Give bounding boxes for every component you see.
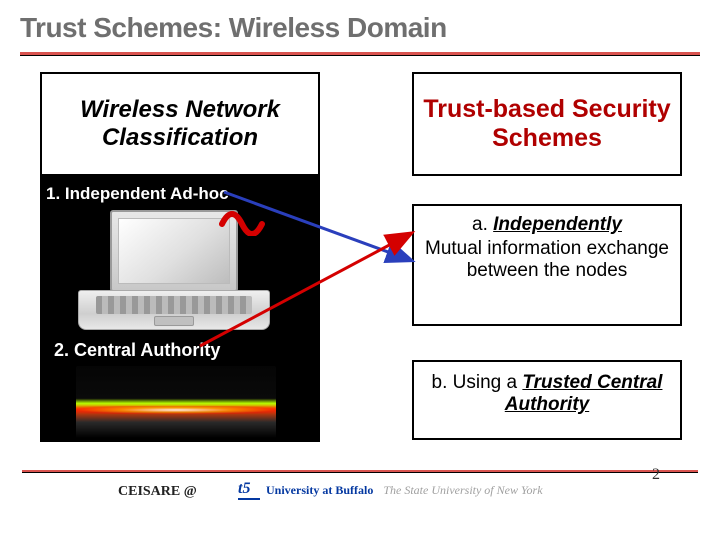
box-a-keyword: Independently — [493, 214, 622, 235]
signal-icon — [218, 200, 278, 236]
right-heading: Trust-based Security Schemes — [412, 72, 682, 176]
slide-title: Trust Schemes: Wireless Domain — [20, 12, 447, 44]
page-number: 2 — [652, 466, 660, 484]
left-panel: Wireless Network Classification 1. Indep… — [40, 72, 320, 442]
slide: Trust Schemes: Wireless Domain Wireless … — [0, 0, 720, 540]
ub-logo-icon — [238, 480, 260, 500]
box-a-prefix: a. — [472, 214, 493, 235]
box-b-prefix: b. Using a — [432, 372, 523, 393]
footer-ub-text: University at Buffalo — [266, 483, 373, 498]
right-box-a: a. Independently Mutual information exch… — [412, 204, 682, 326]
box-b-keyword: Trusted Central Authority — [505, 372, 663, 415]
footer-suny: The State University of New York — [383, 483, 542, 498]
right-box-b: b. Using a Trusted Central Authority — [412, 360, 682, 440]
title-rule — [20, 52, 700, 56]
glow-image — [76, 366, 276, 438]
box-a-body: Mutual information exchange between the … — [424, 238, 670, 282]
footer-rule — [22, 470, 698, 473]
left-heading: Wireless Network Classification — [40, 72, 320, 176]
footer-ub: University at Buffalo The State Universi… — [238, 480, 543, 500]
footer-ceisare: CEISARE @ — [118, 484, 197, 500]
left-item-2: 2. Central Authority — [54, 340, 220, 361]
left-item-1: 1. Independent Ad-hoc — [46, 184, 229, 204]
